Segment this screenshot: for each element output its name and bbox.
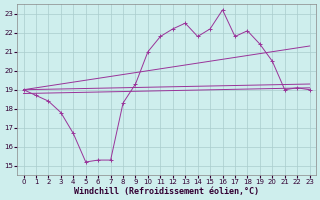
X-axis label: Windchill (Refroidissement éolien,°C): Windchill (Refroidissement éolien,°C) (74, 187, 259, 196)
